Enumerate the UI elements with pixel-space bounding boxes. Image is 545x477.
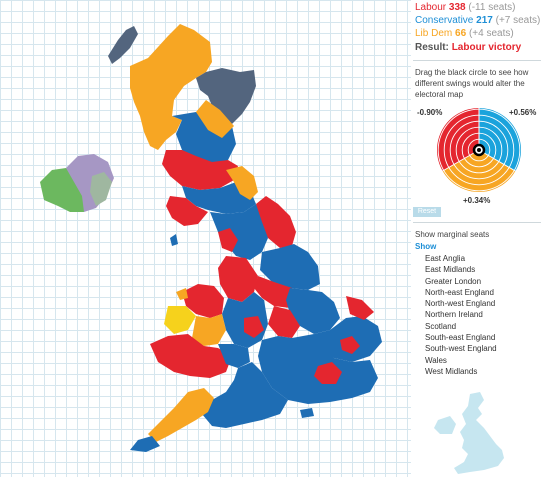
region-item[interactable]: South-west England: [425, 344, 497, 354]
uk-electoral-map[interactable]: [0, 0, 411, 477]
region-item[interactable]: Wales: [425, 355, 447, 365]
conservative-swing-value: +0.56%: [509, 108, 537, 117]
swing-divider-line: [442, 149, 480, 172]
scotland-tayside-region[interactable]: [196, 100, 234, 138]
labour-swing-value: -0.90%: [417, 108, 443, 117]
yorkshire-region[interactable]: [260, 244, 320, 290]
conservative-result: Conservative 217 (+7 seats): [415, 15, 540, 26]
conservative-label: Conservative: [415, 15, 474, 26]
libdem-result: Lib Dem 66 (+4 seats): [415, 28, 514, 39]
south-west-tail-region[interactable]: [130, 436, 160, 452]
region-item[interactable]: West Midlands: [425, 366, 478, 376]
scotland-central-belt-region[interactable]: [162, 150, 238, 190]
results-panel: Labour 338 (-11 seats) Conservative 217 …: [411, 0, 545, 477]
wales-plaid-region[interactable]: [164, 306, 196, 334]
orkney-shetland-region[interactable]: [108, 26, 138, 64]
region-item[interactable]: Northern Ireland: [425, 310, 483, 320]
labour-seats: 338: [448, 2, 466, 13]
scotland-borders-region[interactable]: [182, 182, 256, 214]
divider: [413, 60, 541, 61]
region-item[interactable]: East Midlands: [425, 265, 476, 275]
libdem-swing-value: +0.34%: [463, 196, 491, 205]
result-label: Result:: [415, 42, 449, 53]
divider: [413, 222, 541, 223]
wales-south-region[interactable]: [150, 334, 232, 378]
reset-button[interactable]: Reset: [413, 207, 441, 217]
swing-instructions: Drag the black circle to see how differe…: [415, 68, 529, 99]
swing-wheel[interactable]: [417, 104, 545, 196]
region-item[interactable]: Greater London: [425, 276, 482, 286]
mini-britain-shape: [454, 392, 504, 474]
east-midlands-labour-region[interactable]: [268, 306, 300, 338]
north-west-england-region[interactable]: [218, 256, 258, 302]
scotland-northeast-region[interactable]: [196, 68, 256, 124]
east-anglia-labour-region[interactable]: [346, 296, 374, 320]
scotland-highlands-region[interactable]: [130, 24, 212, 150]
greater-london-region[interactable]: [314, 362, 342, 384]
region-item[interactable]: South-east England: [425, 333, 496, 343]
conservative-change: (+7 seats): [495, 15, 541, 26]
wales-south-tory-region[interactable]: [218, 344, 250, 368]
conservative-seats: 217: [476, 15, 493, 26]
west-midlands-labour-region[interactable]: [244, 316, 264, 338]
northern-ireland-west-region[interactable]: [40, 168, 84, 212]
wales-mid-region[interactable]: [192, 314, 226, 346]
region-item[interactable]: North-east England: [425, 287, 494, 297]
labour-result: Labour 338 (-11 seats): [415, 2, 515, 13]
show-all-link[interactable]: Show: [415, 242, 437, 251]
cumbria-region[interactable]: [210, 204, 268, 260]
libdem-change: (+4 seats): [468, 28, 514, 39]
marginal-seats-title: Show marginal seats: [415, 230, 490, 239]
east-midlands-region[interactable]: [286, 288, 340, 334]
libdem-seats: 66: [455, 28, 467, 39]
north-east-england-region[interactable]: [256, 196, 296, 248]
region-item[interactable]: North-west England: [425, 299, 496, 309]
mini-uk-map: [434, 392, 504, 474]
region-item[interactable]: East Anglia: [425, 254, 466, 263]
scotland-borders-libdem-region[interactable]: [226, 166, 258, 200]
south-west-libdem-region[interactable]: [148, 388, 214, 442]
mini-northern-ireland-shape: [434, 416, 456, 434]
swing-divider-line: [478, 149, 516, 172]
region-item[interactable]: Scotland: [425, 321, 457, 331]
northern-ireland-east-region[interactable]: [90, 172, 112, 206]
south-east-labour-region[interactable]: [340, 336, 360, 354]
result-value: Labour victory: [451, 42, 522, 53]
scotland-dumfries-region[interactable]: [166, 196, 208, 226]
anglesey-region[interactable]: [176, 288, 188, 300]
isle-of-wight[interactable]: [300, 408, 314, 418]
region-list: East Anglia East Midlands Greater London No…: [425, 253, 497, 377]
south-west-england-region[interactable]: [202, 362, 288, 428]
isle-of-man: [170, 234, 178, 246]
wales-north-region[interactable]: [182, 284, 224, 318]
libdem-label: Lib Dem: [415, 28, 453, 39]
cumbria-labour-region[interactable]: [218, 228, 238, 252]
labour-change: (-11 seats): [468, 2, 516, 13]
labour-label: Labour: [415, 2, 447, 13]
swing-handle-center: [477, 148, 481, 152]
result-summary: Result: Labour victory: [415, 42, 521, 53]
